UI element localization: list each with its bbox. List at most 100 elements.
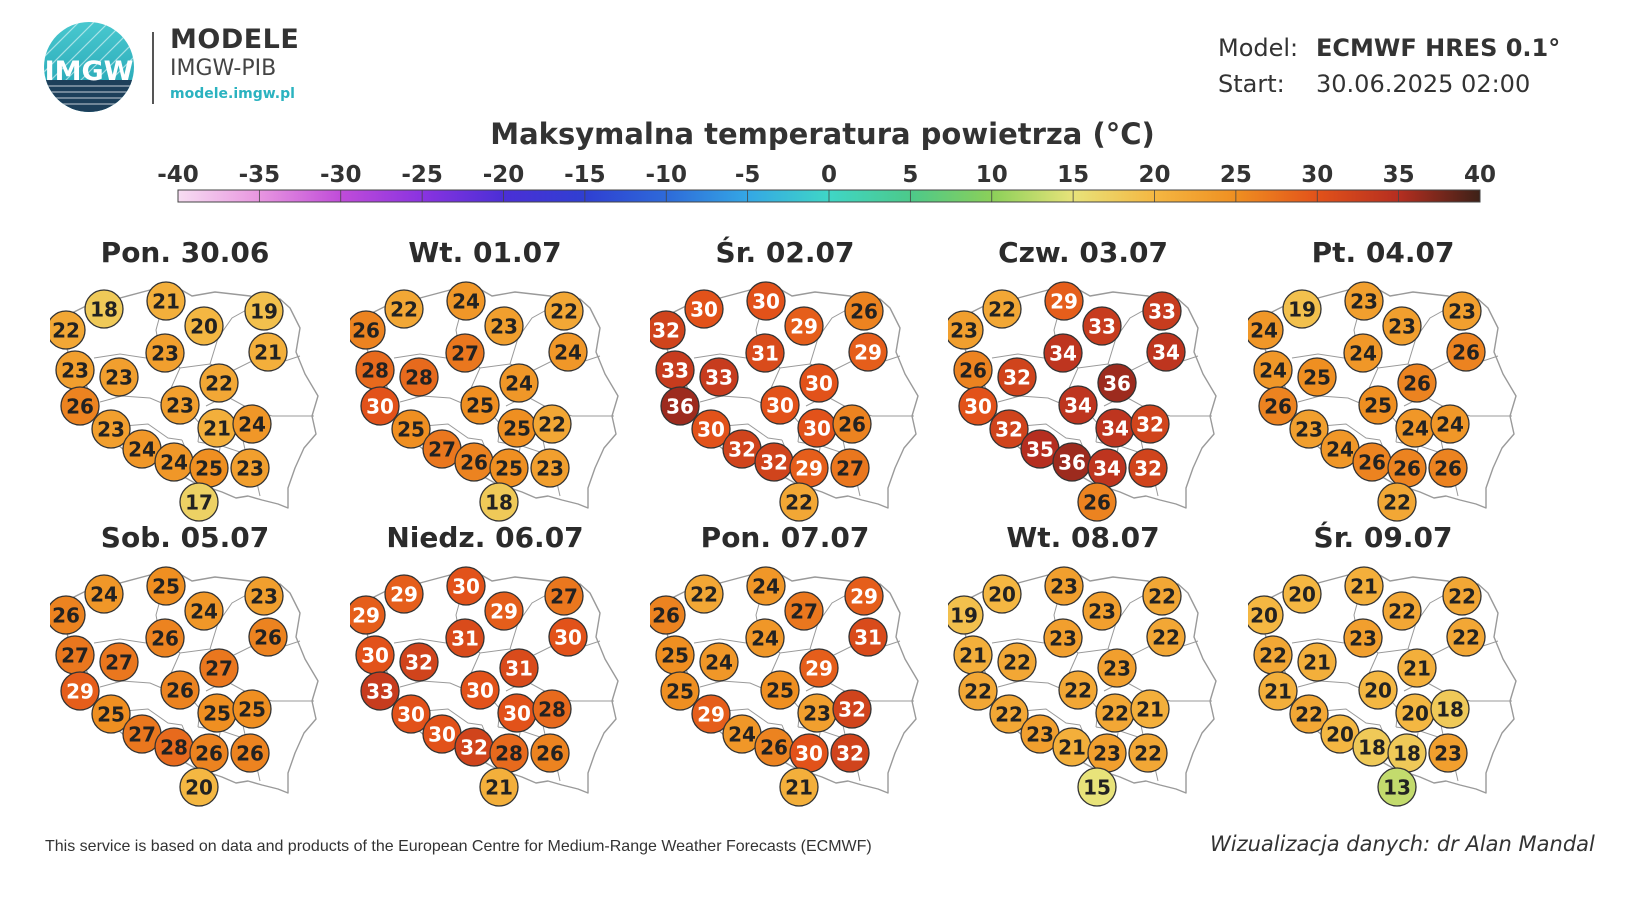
temperature-label: 29 bbox=[352, 604, 380, 628]
brand-url-link[interactable]: modele.imgw.pl bbox=[170, 86, 295, 102]
temperature-label: 23 bbox=[1103, 657, 1131, 681]
temperature-marker bbox=[1044, 566, 1084, 606]
temperature-label: 21 bbox=[203, 417, 231, 441]
temperature-label: 23 bbox=[105, 366, 133, 390]
temperature-label: 26 bbox=[1264, 395, 1292, 419]
temperature-label: 23 bbox=[536, 457, 564, 481]
temperature-label: 20 bbox=[1288, 583, 1316, 607]
temperature-marker bbox=[989, 694, 1029, 734]
temperature-label: 27 bbox=[105, 651, 133, 675]
temperature-marker bbox=[832, 404, 872, 444]
temperature-marker bbox=[248, 332, 288, 372]
temperature-label: 30 bbox=[361, 644, 389, 668]
temperature-marker bbox=[1289, 694, 1329, 734]
temperature-marker bbox=[244, 291, 284, 331]
temperature-marker bbox=[799, 363, 839, 403]
temperature-marker bbox=[1082, 591, 1122, 631]
temperature-label: 26 bbox=[151, 627, 179, 651]
temperature-label: 35 bbox=[1026, 438, 1054, 462]
temperature-label: 27 bbox=[428, 438, 456, 462]
logo-text: IMGW bbox=[45, 56, 134, 87]
temperature-marker bbox=[660, 386, 700, 426]
temperature-label: 17 bbox=[185, 491, 213, 515]
region-border bbox=[423, 708, 483, 726]
temperature-label: 33 bbox=[705, 366, 733, 390]
temperature-marker bbox=[391, 409, 431, 449]
colorbar-tick-label: 5 bbox=[902, 162, 918, 188]
temperature-label: 23 bbox=[1026, 723, 1054, 747]
temperature-label: 25 bbox=[495, 457, 523, 481]
temperature-marker bbox=[745, 333, 785, 373]
temperature-label: 20 bbox=[1250, 604, 1278, 628]
colorbar-tick-label: -35 bbox=[239, 162, 281, 188]
temperature-label: 31 bbox=[451, 627, 479, 651]
temperature-label: 30 bbox=[964, 395, 992, 419]
colorbar-tick-label: 0 bbox=[821, 162, 837, 188]
temperature-marker bbox=[784, 591, 824, 631]
temperature-marker bbox=[691, 409, 731, 449]
temperature-marker bbox=[1344, 281, 1384, 321]
temperature-label: 28 bbox=[405, 366, 433, 390]
temperature-label: 23 bbox=[236, 457, 264, 481]
temperature-label: 18 bbox=[1393, 742, 1421, 766]
map-panel: Pon. 30.06 18 21 19 22 20 21 23 23 23 22 26 23 21 24 23… bbox=[50, 236, 360, 526]
temperature-marker bbox=[484, 591, 524, 631]
temperature-marker bbox=[1397, 648, 1437, 688]
temperature-label: 26 bbox=[66, 395, 94, 419]
temperature-marker bbox=[1442, 291, 1482, 331]
map-panel: Czw. 03.07 22 29 33 23 33 34 26 32 34 36 30 34 34 32 32… bbox=[948, 236, 1258, 526]
temperature-label: 33 bbox=[1088, 315, 1116, 339]
temperature-marker bbox=[779, 482, 819, 522]
temperature-label: 22 bbox=[390, 298, 418, 322]
temperature-label: 34 bbox=[1064, 394, 1092, 418]
temperature-label: 26 bbox=[760, 736, 788, 760]
temperature-marker bbox=[532, 689, 572, 729]
temperature-marker bbox=[544, 576, 584, 616]
temperature-marker bbox=[1097, 648, 1137, 688]
temperature-label: 23 bbox=[490, 315, 518, 339]
temperature-marker bbox=[848, 332, 888, 372]
temperature-marker bbox=[232, 689, 272, 729]
temperature-label: 34 bbox=[1152, 341, 1180, 365]
temperature-marker bbox=[1058, 385, 1098, 425]
temperature-label: 30 bbox=[428, 723, 456, 747]
region-border bbox=[99, 680, 165, 690]
temperature-label: 23 bbox=[1388, 315, 1416, 339]
temperature-label: 32 bbox=[728, 438, 756, 462]
temperature-marker bbox=[1043, 618, 1083, 658]
temperature-marker bbox=[384, 289, 424, 329]
temperature-label: 27 bbox=[451, 342, 479, 366]
temperature-marker bbox=[145, 333, 185, 373]
temperature-label: 24 bbox=[728, 723, 756, 747]
temperature-label: 22 bbox=[1134, 742, 1162, 766]
temperature-marker bbox=[160, 670, 200, 710]
temperature-label: 30 bbox=[766, 394, 794, 418]
temperature-marker bbox=[1248, 595, 1284, 635]
temperature-label: 32 bbox=[1134, 457, 1162, 481]
temperature-marker bbox=[1377, 767, 1417, 807]
model-label: Model: bbox=[1218, 34, 1299, 62]
temperature-label: 30 bbox=[752, 290, 780, 314]
temperature-marker bbox=[660, 671, 700, 711]
temperature-label: 30 bbox=[466, 679, 494, 703]
temperature-marker bbox=[982, 289, 1022, 329]
temperature-label: 32 bbox=[460, 736, 488, 760]
temperature-label: 22 bbox=[550, 300, 578, 324]
temperature-label: 25 bbox=[397, 418, 425, 442]
region-border bbox=[423, 423, 483, 441]
temperature-label: 30 bbox=[366, 395, 394, 419]
temperature-label: 21 bbox=[1303, 651, 1331, 675]
panel-day-title: Pon. 30.06 bbox=[100, 236, 270, 269]
temperature-marker bbox=[1382, 306, 1422, 346]
temperature-label: 23 bbox=[1349, 627, 1377, 651]
header: IMGW MODELE IMGW-PIB modele.imgw.pl Mode… bbox=[0, 0, 1645, 220]
start-value: 30.06.2025 02:00 bbox=[1316, 70, 1531, 98]
temperature-label: 21 bbox=[1350, 575, 1378, 599]
temperature-label: 24 bbox=[160, 451, 188, 475]
temperature-label: 28 bbox=[495, 742, 523, 766]
colorbar: -40 -35 -30 -25 -20 -15 -10 -5 0 5 10 15 20 25 30 35 40 bbox=[157, 162, 1496, 203]
map-panel: Niedz. 06.07 29 30 27 29 29 30 30 32 31 31 33 30 30 28… bbox=[350, 521, 660, 811]
temperature-marker bbox=[479, 482, 519, 522]
temperature-label: 15 bbox=[1083, 776, 1111, 800]
